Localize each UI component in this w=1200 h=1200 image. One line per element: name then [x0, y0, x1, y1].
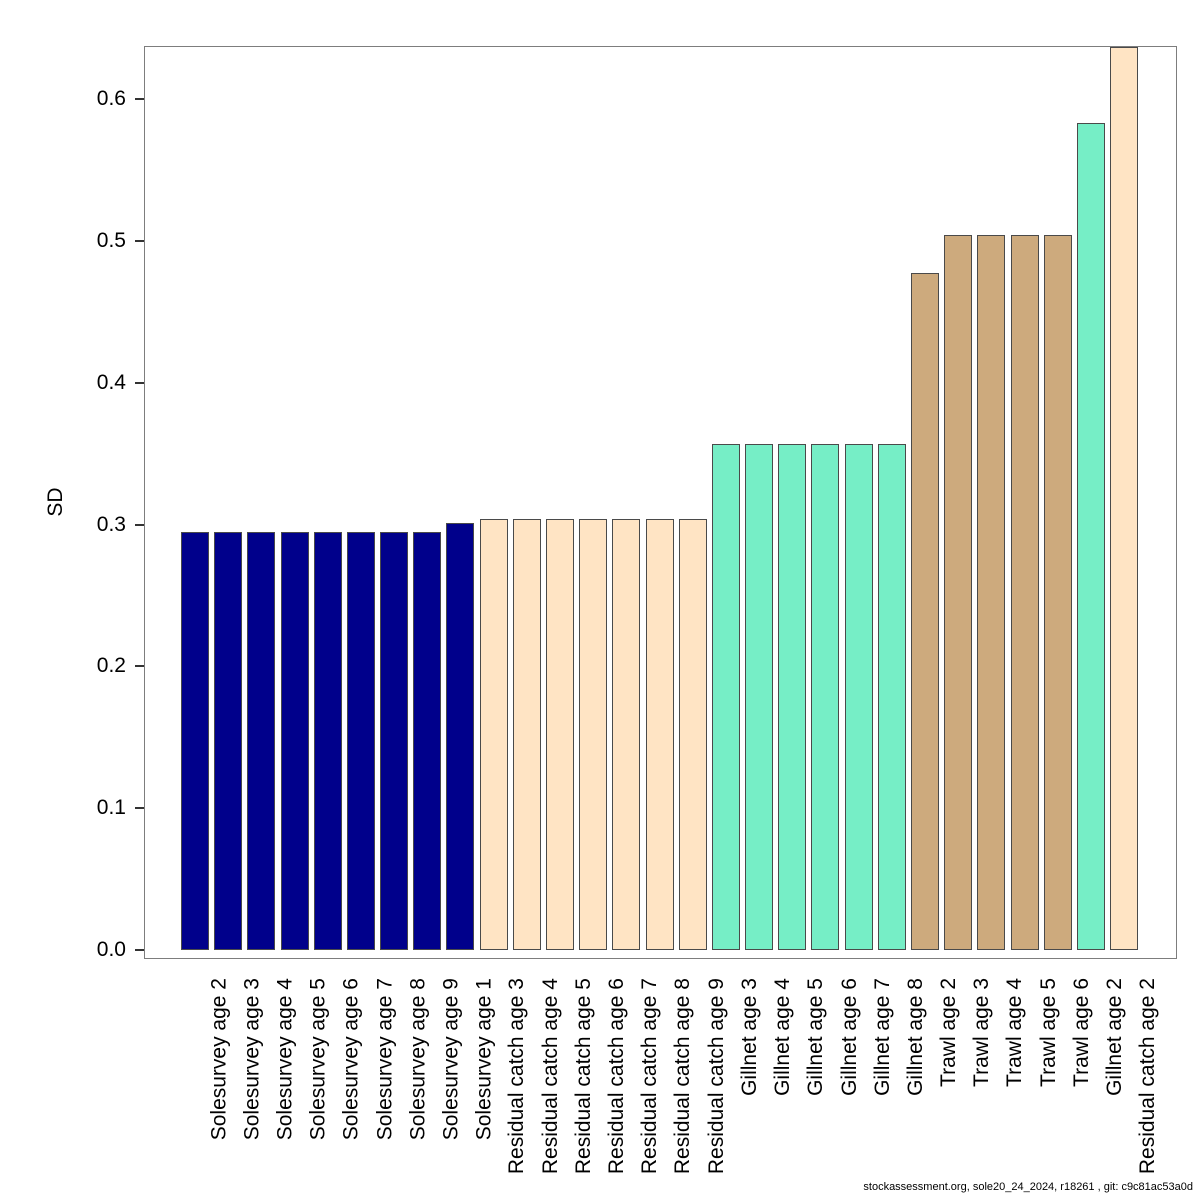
bar: [877, 443, 906, 950]
x-tick-label: Solesurvey age 2: [207, 978, 230, 1141]
y-tick-mark: [135, 381, 144, 384]
y-tick-mark: [135, 949, 144, 951]
bar: [1076, 123, 1105, 950]
x-tick-label: Residual catch age 9: [704, 978, 728, 1175]
x-tick-label: Trawl age 5: [1036, 978, 1060, 1087]
x-tick-label: Solesurvey age 7: [372, 978, 396, 1141]
bar: [214, 531, 243, 950]
x-tick-label: Trawl age 3: [970, 978, 994, 1087]
x-tick-label: Residual catch age 8: [671, 978, 695, 1175]
x-tick-label: Trawl age 4: [1003, 978, 1027, 1087]
bar: [479, 518, 508, 950]
y-tick-label: 0.0: [96, 938, 126, 961]
y-tick-mark: [135, 807, 144, 810]
y-tick-label: 0.6: [96, 87, 126, 111]
x-tick-label: Residual catch age 7: [638, 978, 662, 1175]
x-tick-label: Solesurvey age 3: [240, 978, 264, 1141]
x-tick-label: Residual catch age 6: [605, 978, 629, 1175]
y-tick-label: 0.4: [96, 370, 126, 394]
x-tick-label: Gillnet age 4: [771, 978, 795, 1096]
x-tick-label: Gillnet age 7: [870, 978, 894, 1096]
bar: [678, 518, 707, 950]
x-tick-label: Gillnet age 5: [804, 978, 828, 1096]
x-tick-label: Trawl age 2: [936, 978, 960, 1087]
bar: [545, 518, 574, 950]
y-tick-mark: [135, 665, 144, 668]
bar: [778, 443, 807, 950]
bar: [280, 531, 309, 950]
bar: [579, 518, 608, 950]
bar: [313, 531, 342, 950]
bar: [977, 235, 1006, 950]
x-tick-label: Solesurvey age 8: [406, 978, 430, 1141]
bar: [346, 531, 375, 950]
bar: [1043, 235, 1072, 950]
bar: [811, 443, 840, 950]
bar: [247, 531, 276, 950]
x-tick-label: Trawl age 6: [1069, 978, 1093, 1087]
y-tick-label: 0.5: [96, 228, 126, 252]
x-tick-label: Solesurvey age 1: [472, 978, 496, 1141]
bar: [645, 518, 674, 950]
bar: [446, 523, 475, 950]
x-tick-label: Solesurvey age 4: [273, 978, 297, 1141]
x-tick-label: Gillnet age 6: [837, 978, 861, 1096]
bar: [944, 235, 973, 950]
x-tick-label: Solesurvey age 5: [306, 978, 330, 1141]
y-tick-label: 0.3: [96, 512, 126, 536]
y-tick-mark: [135, 239, 144, 242]
bar: [711, 443, 740, 950]
bar: [844, 443, 873, 950]
bar: [745, 443, 774, 950]
y-tick-mark: [135, 523, 144, 526]
bar: [1110, 46, 1139, 950]
x-tick-label: Residual catch age 2: [1136, 978, 1160, 1175]
bar: [413, 531, 442, 950]
x-tick-label: Gillnet age 3: [737, 978, 761, 1096]
bar: [612, 518, 641, 950]
y-tick-label: 0.2: [96, 654, 126, 678]
x-tick-label: Solesurvey age 6: [339, 978, 363, 1141]
x-tick-label: Residual catch age 5: [571, 978, 595, 1175]
plot-area: [144, 46, 1177, 959]
bar: [181, 531, 209, 950]
x-tick-label: Residual catch age 3: [505, 978, 529, 1175]
bar: [380, 531, 409, 950]
y-tick-mark: [135, 98, 144, 101]
x-tick-label: Gillnet age 8: [903, 978, 927, 1096]
y-tick-label: 0.1: [96, 796, 126, 820]
bar: [512, 518, 541, 950]
x-tick-label: Solesurvey age 9: [439, 978, 463, 1141]
bar: [910, 273, 939, 950]
footer-note: stockassessment.org, sole20_24_2024, r18…: [863, 1181, 1193, 1193]
y-axis-title: SD: [44, 487, 67, 517]
x-tick-label: Gillnet age 2: [1102, 978, 1126, 1096]
bar: [1010, 235, 1039, 950]
x-tick-label: Residual catch age 4: [538, 978, 562, 1175]
